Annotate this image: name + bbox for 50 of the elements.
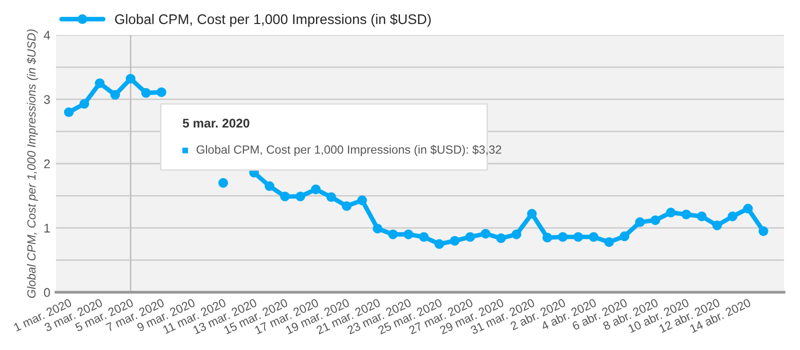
point [758,226,768,236]
point [296,192,306,202]
point [326,192,336,202]
point [156,87,166,98]
point [280,192,290,202]
point [357,195,367,206]
point [465,232,476,242]
point [604,237,614,247]
point [79,98,90,109]
point [480,228,490,239]
point [310,184,321,194]
y-tick-label: 2 [44,159,50,168]
point [404,230,414,240]
point [126,74,136,84]
point [542,232,552,242]
point [728,212,738,222]
y-tick-label: 4 [44,30,50,40]
point [434,239,444,249]
y-tick-label: 0 [44,288,50,297]
point [635,217,645,228]
legend-label: Global CPM, Cost per 1,000 Impressions (in $USD) [115,14,431,27]
point [712,220,722,230]
point [496,233,506,244]
point [141,88,151,98]
point [573,232,584,242]
point [681,210,692,220]
point [588,232,598,242]
point [218,178,228,188]
point [110,90,120,100]
y-axis-title: Global CPM, Cost per 1,000 Impressions (in $USD) [26,29,38,298]
point [558,232,568,242]
point [418,232,429,242]
point [650,215,660,226]
point [620,231,630,242]
point [388,230,398,240]
point [512,230,522,240]
y-tick-label: 3 [44,95,50,104]
point [743,204,753,214]
point [342,201,352,211]
point [696,212,707,222]
point [94,78,105,88]
point [264,181,274,191]
y-tick-label: 1 [44,224,50,232]
annotation: 5 mar. 2020 [182,118,250,128]
point [527,208,537,219]
annotation: Global CPM, Cost per 1,000 Impressions (in $USD): $3,32 [196,144,502,156]
point [450,236,460,246]
point [64,107,74,118]
point [372,224,382,234]
point [666,208,676,218]
